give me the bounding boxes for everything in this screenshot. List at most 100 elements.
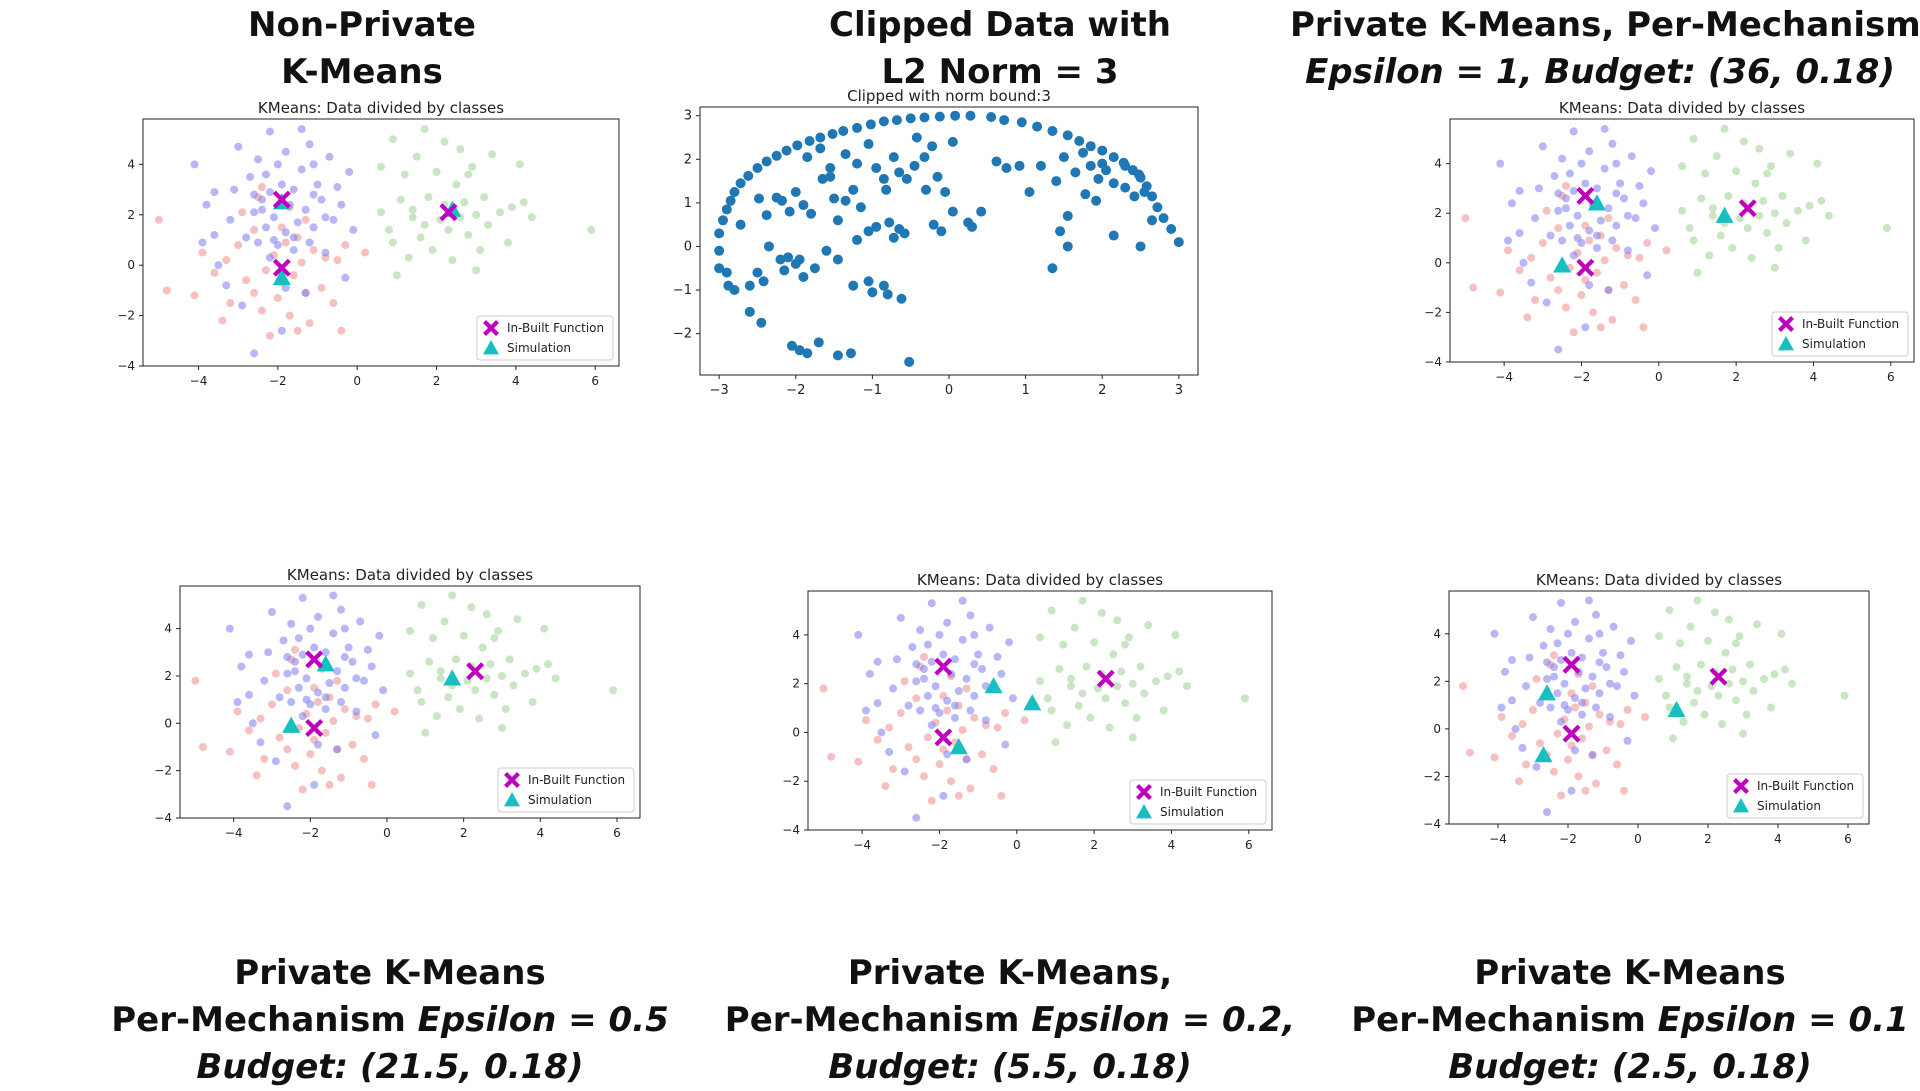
data-point <box>1078 689 1087 698</box>
data-point <box>1627 636 1635 645</box>
chart-nonprivate-kmeans: KMeans: Data divided by classes −4 −2 0 2 4 6 −… <box>117 99 620 388</box>
data-point <box>285 311 294 320</box>
data-point <box>852 158 863 169</box>
data-point <box>528 698 537 706</box>
legend-simulation-label: Simulation <box>1802 337 1866 351</box>
chart-private-eps-02: KMeans: Data divided by classes −4 −2 0 2 4 6 −… <box>782 571 1273 852</box>
data-point <box>314 688 322 697</box>
data-point <box>1086 713 1095 722</box>
chart-private-eps-1: KMeans: Data divided by classes −4 −2 0 2 4 6 −… <box>1424 99 1915 384</box>
data-point <box>1175 667 1184 676</box>
data-point <box>340 705 349 714</box>
data-point <box>931 704 940 713</box>
heading-line: Budget: (21.5, 0.18) <box>80 1044 700 1091</box>
data-point <box>1055 665 1064 674</box>
x-tick-label: 6 <box>1887 370 1895 384</box>
data-point <box>1550 767 1558 776</box>
data-point <box>1554 224 1563 233</box>
heading-italic: Budget: (21.5, 0.18) <box>196 1047 584 1087</box>
data-point <box>912 813 921 822</box>
data-point <box>729 186 740 197</box>
data-point <box>482 610 491 619</box>
data-point <box>1739 729 1747 738</box>
legend-simulation-label: Simulation <box>1757 799 1821 813</box>
data-point <box>1047 125 1058 136</box>
data-point <box>325 679 334 688</box>
data-point <box>854 630 863 639</box>
data-point <box>1543 808 1551 817</box>
inbuilt-center-marker <box>1576 186 1595 205</box>
data-point <box>1571 703 1579 712</box>
data-point <box>1585 281 1594 290</box>
data-point <box>283 669 292 678</box>
data-point <box>1589 308 1598 317</box>
data-point <box>275 733 284 742</box>
data-point <box>1523 313 1532 322</box>
data-point <box>934 111 945 122</box>
legend-inbuilt-label: In-Built Function <box>507 321 604 335</box>
plot-frame <box>179 585 641 819</box>
data-point <box>1602 746 1611 755</box>
data-point <box>920 772 928 781</box>
data-point <box>721 204 732 215</box>
heading-line: K-Means <box>281 52 443 92</box>
y-tick-label: 4 <box>164 622 172 636</box>
data-point <box>478 643 487 652</box>
data-point <box>233 698 242 706</box>
data-point <box>363 645 372 654</box>
data-point <box>1732 696 1740 705</box>
legend-inbuilt-icon <box>504 772 520 788</box>
data-point <box>798 271 809 282</box>
data-point <box>488 150 497 159</box>
data-point <box>480 193 489 202</box>
x-tick-label: 0 <box>1013 838 1021 852</box>
data-point <box>735 178 746 189</box>
data-point <box>1078 147 1089 158</box>
data-point <box>848 184 859 195</box>
data-point <box>954 791 963 800</box>
data-point <box>400 170 409 179</box>
data-point <box>1173 237 1184 248</box>
data-point <box>873 699 882 708</box>
y-tick-label: −2 <box>154 764 172 778</box>
data-point <box>321 648 330 657</box>
data-point <box>1693 268 1702 277</box>
data-point <box>725 195 736 206</box>
data-point <box>544 660 552 669</box>
data-point <box>289 233 298 242</box>
data-point <box>1581 684 1590 693</box>
data-point <box>1678 206 1686 215</box>
data-point <box>279 636 288 645</box>
data-point <box>997 669 1006 678</box>
data-point <box>261 266 270 275</box>
data-point <box>1134 169 1145 180</box>
data-point <box>515 160 524 169</box>
heading-italic: Epsilon = 0.2, <box>1031 1000 1296 1040</box>
x-tick-label: 6 <box>1245 838 1253 852</box>
data-point <box>1117 667 1126 676</box>
data-point <box>714 228 725 239</box>
data-point <box>1550 672 1558 681</box>
data-point <box>1554 206 1563 215</box>
data-point <box>908 643 917 652</box>
data-point <box>490 690 499 699</box>
data-point <box>1508 732 1516 741</box>
heading-epsilon-1: Private K-Means, Per-Mechanism Epsilon =… <box>1290 2 1920 96</box>
x-tick-label: 2 <box>460 826 468 840</box>
x-tick-label: 3 <box>1175 383 1183 398</box>
data-point <box>490 634 499 643</box>
data-point <box>230 185 239 194</box>
data-point <box>1108 178 1119 189</box>
data-point <box>1581 179 1590 188</box>
x-tick-label: 0 <box>945 383 953 398</box>
data-point <box>1669 734 1677 743</box>
y-tick-label: 2 <box>792 677 800 691</box>
data-point <box>1016 117 1027 128</box>
data-point <box>1557 791 1565 800</box>
data-point <box>1534 184 1543 193</box>
data-point <box>1047 606 1056 615</box>
data-point <box>1747 253 1756 262</box>
heading-line: Per-Mechanism Epsilon = 0.5 <box>80 997 700 1044</box>
data-point <box>1554 189 1563 198</box>
data-point <box>242 233 251 242</box>
